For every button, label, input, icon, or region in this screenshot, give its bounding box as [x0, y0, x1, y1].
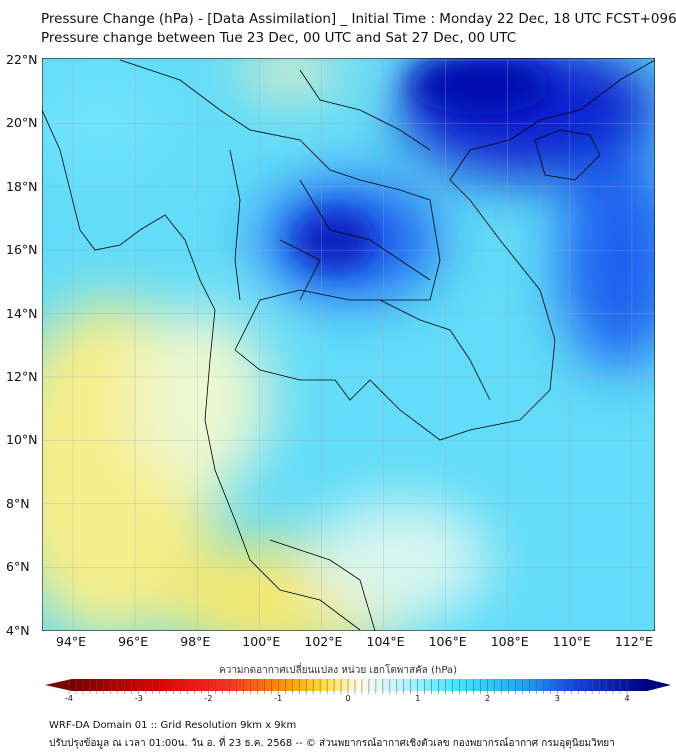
lon-label: 112°E — [614, 634, 653, 649]
lat-label: 12°N — [6, 369, 38, 384]
colorbar — [45, 679, 671, 694]
colorbar-title: ความกดอากาศเปลี่ยนแปลง หน่วย เฮกโตพาสคัล… — [219, 665, 457, 676]
colorbar-tick-label: 2 — [484, 694, 491, 703]
colorbar-tick-label: -3 — [134, 694, 143, 703]
colorbar-tick-label: -4 — [65, 694, 73, 703]
colorbar-tick-label: 3 — [554, 694, 560, 703]
lon-label: 106°E — [428, 634, 467, 649]
footer-update-info: ปรับปรุงข้อมูล ณ เวลา 01:00น. วัน อ. ที่… — [49, 738, 615, 749]
lon-label: 96°E — [118, 634, 149, 649]
lat-label: 20°N — [6, 115, 38, 131]
footer-model-info: WRF-DA Domain 01 :: Grid Resolution 9km … — [49, 720, 297, 731]
colorbar-tick-label: 4 — [624, 694, 630, 703]
chart-subtitle: Pressure change between Tue 23 Dec, 00 U… — [41, 30, 517, 46]
lat-label: 22°N — [6, 52, 38, 67]
lat-label: 18°N — [6, 178, 38, 194]
lat-label: 10°N — [6, 432, 38, 448]
colorbar-tick-label: -2 — [204, 694, 213, 703]
lon-label: 100°E — [242, 634, 281, 649]
chart-title: Pressure Change (hPa) - [Data Assimilati… — [41, 11, 676, 27]
lon-label: 98°E — [180, 634, 211, 649]
lat-label: 16°N — [6, 242, 38, 258]
lat-label: 8°N — [6, 495, 30, 511]
colorbar-tick-label: 1 — [415, 694, 421, 703]
map-field — [42, 58, 655, 631]
lon-label: 104°E — [366, 634, 405, 649]
lon-label: 108°E — [490, 634, 529, 649]
lon-label: 102°E — [304, 634, 343, 649]
coastlines — [42, 59, 655, 631]
lat-label: 14°N — [6, 305, 38, 321]
lat-label: 4°N — [6, 622, 30, 638]
lon-label: 110°E — [552, 634, 591, 649]
colorbar-tick-label: -1 — [274, 694, 283, 703]
colorbar-tick-label: 0 — [345, 694, 351, 703]
lat-label: 6°N — [6, 559, 30, 575]
lon-label: 94°E — [56, 634, 87, 649]
